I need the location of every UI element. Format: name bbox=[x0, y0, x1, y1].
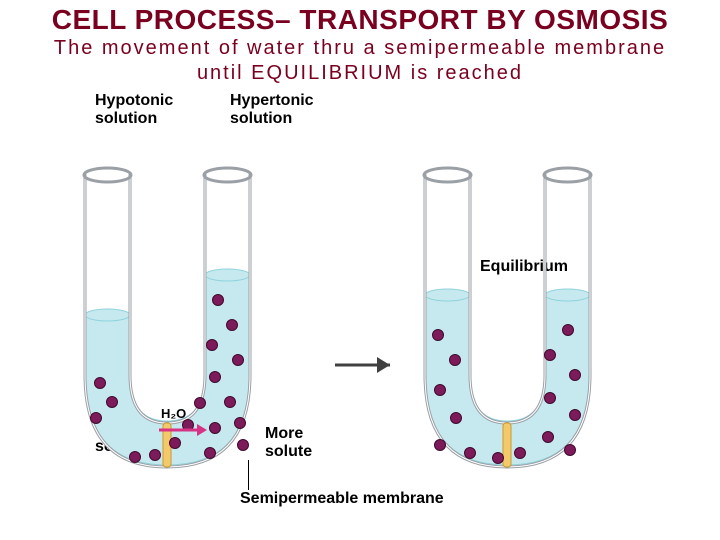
subtitle-line-2: until EQUILIBRIUM is reached bbox=[197, 62, 523, 84]
label-hypertonic: Hypertonicsolution bbox=[230, 92, 314, 129]
label-h2o: H₂O bbox=[161, 406, 186, 421]
label-membrane: Semipermeable membrane bbox=[240, 490, 444, 508]
page-subtitle: The movement of water thru a semipermeab… bbox=[0, 36, 720, 86]
diagram-stage: Hypotonicsolution Hypertonicsolution Equ… bbox=[0, 90, 720, 530]
arrow-progression-icon bbox=[330, 345, 410, 385]
label-hypotonic: Hypotonicsolution bbox=[95, 92, 173, 129]
page-title: CELL PROCESS– TRANSPORT BY OSMOSIS bbox=[0, 0, 720, 36]
u-tube-right-svg bbox=[400, 155, 630, 485]
u-tube-right bbox=[400, 155, 660, 485]
subtitle-line-1: The movement of water thru a semipermeab… bbox=[54, 37, 666, 59]
arrow-h2o-icon bbox=[155, 420, 215, 440]
